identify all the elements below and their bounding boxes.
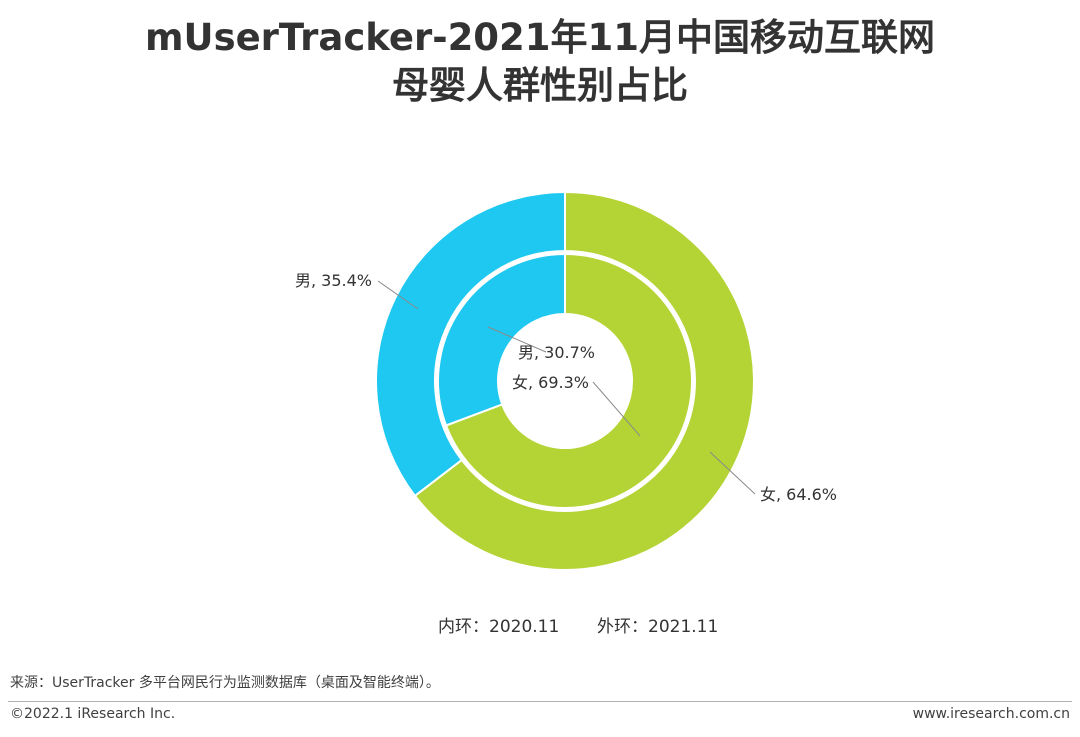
outer-ring-slice-female (413, 190, 755, 571)
website-url: www.iresearch.com.cn (912, 706, 1070, 722)
inner-ring-note: 内环：2020.11 (438, 617, 560, 637)
inner-ring-slice-male (437, 252, 566, 427)
chart-title-line-2: 母婴人群性别占比 (392, 64, 688, 107)
outer-ring-label-female: 女, 64.6% (760, 485, 837, 504)
outer-ring-leader-line-female (709, 451, 756, 495)
chart-title: mUserTracker-2021年11月中国移动互联网 母婴人群性别占比 (0, 14, 1080, 110)
copyright: ©2022.1 iResearch Inc. (10, 706, 176, 722)
outer-ring-slice-male (375, 190, 566, 498)
inner-ring-label-male: 男, 30.7% (518, 343, 595, 362)
outer-ring-leader-line-male (377, 280, 419, 310)
inner-ring-leader-line-female (592, 381, 641, 437)
chart-title-line-1: mUserTracker-2021年11月中国移动互联网 (144, 16, 936, 59)
inner-ring-slice-female (444, 252, 693, 509)
inner-ring-label-female: 女, 69.3% (512, 373, 589, 392)
inner-ring-leader-line-male (487, 326, 547, 353)
footer-divider (8, 701, 1072, 702)
source-note: 来源：UserTracker 多平台网民行为监测数据库（桌面及智能终端）。 (10, 675, 440, 691)
outer-ring-note: 外环：2021.11 (597, 617, 719, 637)
outer-ring-label-male: 男, 35.4% (295, 271, 372, 290)
